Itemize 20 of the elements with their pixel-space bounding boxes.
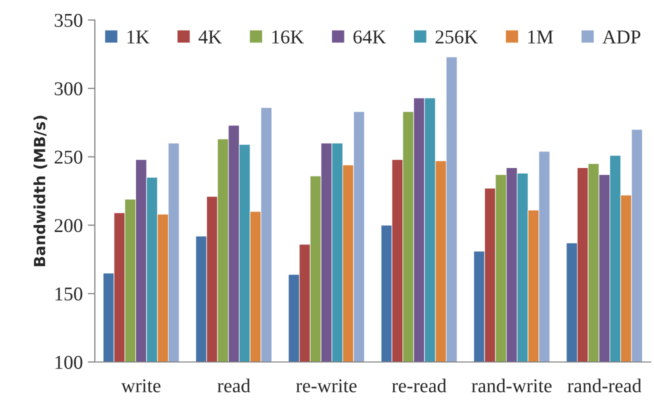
y-tick-label: 200: [54, 219, 82, 232]
legend-label: 1M: [528, 30, 554, 44]
y-tick-label: 250: [54, 150, 82, 164]
x-tick-label: write: [121, 379, 160, 392]
y-tick-label: 350: [54, 14, 82, 27]
legend-label: 64K: [354, 30, 386, 44]
legend-label: ADP: [602, 30, 640, 44]
legend-label: 1K: [128, 30, 150, 44]
x-tick-label: rand-read: [568, 378, 642, 392]
y-tick-label: 150: [56, 287, 82, 301]
legend-label: 16K: [272, 30, 304, 44]
x-tick-label: re-read: [392, 378, 446, 392]
x-tick-label: read: [217, 378, 250, 392]
legend-label: 4K: [198, 30, 222, 44]
x-tick-label: re-write: [296, 379, 357, 392]
y-tick-label: 100: [56, 356, 82, 369]
y-tick-label: 300: [54, 82, 82, 96]
x-tick-label: rand-write: [472, 378, 552, 392]
legend-label: 256K: [436, 30, 478, 44]
y-axis-title: Bandwidth (MB/s): [34, 116, 48, 266]
